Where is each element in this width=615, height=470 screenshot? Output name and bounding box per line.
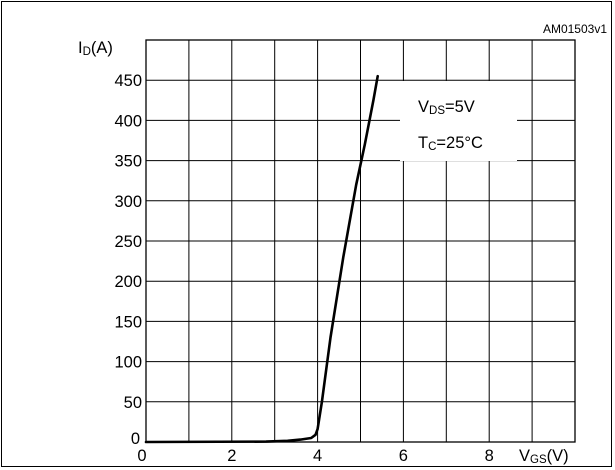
x-tick-label: 6 xyxy=(399,447,408,465)
y-tick-labels: 0 50 100 150 200 250 300 350 400 450 xyxy=(114,72,142,448)
x-tick-label: 0 xyxy=(137,447,146,465)
condition-vds: VDS=5V xyxy=(418,98,475,117)
figure-id: AM01503v1 xyxy=(543,22,607,36)
y-axis-label: ID(A) xyxy=(78,39,113,58)
y-tick-label: 350 xyxy=(114,153,142,171)
grid xyxy=(146,40,575,442)
x-tick-labels: 0 2 4 6 8 xyxy=(137,447,493,465)
conditions-box xyxy=(400,81,517,161)
plot-border xyxy=(145,39,576,443)
x-tick-label: 4 xyxy=(313,447,322,465)
y-tick-label: 200 xyxy=(114,273,142,291)
y-tick-label: 400 xyxy=(114,112,142,130)
y-tick-label: 300 xyxy=(114,193,142,211)
y-tick-label: 450 xyxy=(114,72,142,90)
condition-tc: TC=25°C xyxy=(418,134,483,153)
x-tick-label: 8 xyxy=(485,447,494,465)
x-axis-label: VGS(V) xyxy=(519,447,569,466)
y-tick-label: 150 xyxy=(114,313,142,331)
series-line xyxy=(144,74,379,444)
x-tick-label: 2 xyxy=(227,447,236,465)
y-tick-label: 0 xyxy=(131,430,140,448)
y-tick-label: 250 xyxy=(114,233,142,251)
y-tick-label: 100 xyxy=(114,354,142,372)
y-tick-label: 50 xyxy=(124,394,142,412)
